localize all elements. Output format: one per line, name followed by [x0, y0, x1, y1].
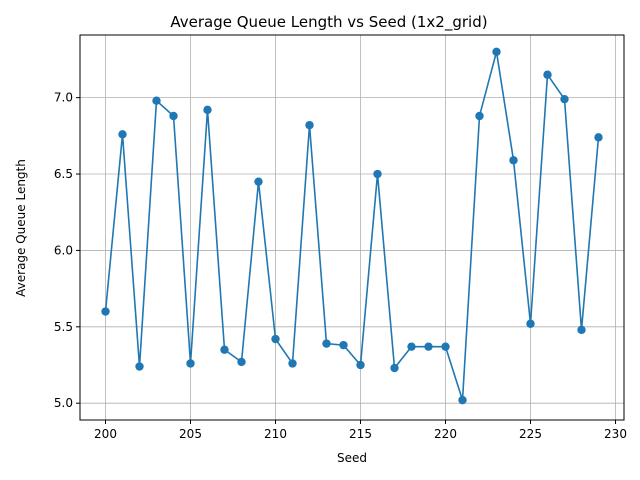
data-point — [288, 359, 297, 368]
data-point — [475, 111, 484, 121]
x-tick-label: 200 — [94, 427, 117, 441]
data-point — [152, 96, 161, 105]
data-point — [322, 339, 331, 348]
data-point — [543, 70, 552, 79]
data-point — [560, 94, 569, 104]
plot-frame — [79, 34, 625, 421]
data-point — [220, 345, 229, 354]
x-tick-label: 210 — [264, 427, 287, 441]
y-tick-label: 6.0 — [54, 243, 73, 257]
data-point — [356, 360, 365, 370]
data-point — [101, 307, 110, 316]
x-tick-label: 230 — [604, 427, 627, 441]
x-tick-label: 225 — [519, 427, 542, 441]
data-point — [458, 395, 467, 405]
x-tick-label: 220 — [434, 427, 457, 441]
data-point — [118, 130, 127, 139]
data-point — [254, 177, 263, 186]
data-point — [526, 319, 535, 328]
y-axis-label: Average Queue Length — [14, 159, 28, 297]
data-point — [135, 362, 144, 371]
data-point — [390, 363, 399, 373]
data-point — [339, 340, 348, 350]
data-point — [509, 156, 518, 165]
data-point — [424, 342, 433, 351]
data-point — [305, 120, 314, 130]
data-point — [594, 133, 603, 142]
series-layer — [101, 47, 603, 405]
data-point — [407, 342, 416, 351]
data-point — [237, 357, 246, 367]
y-tick-label: 5.0 — [54, 396, 73, 410]
y-tick-label: 6.5 — [54, 167, 73, 181]
data-point — [577, 325, 586, 335]
tick-layer: 200 205 210 215 220 225 230 5.0 5.5 6.0 6.5 7.0 — [54, 91, 627, 441]
grid-layer — [80, 35, 624, 420]
data-point — [186, 359, 195, 368]
data-point — [271, 334, 280, 344]
chart-title: Average Queue Length vs Seed (1x2_grid) — [170, 13, 487, 32]
x-axis-label: Seed — [337, 451, 367, 465]
data-point — [492, 47, 501, 57]
data-point — [203, 105, 212, 115]
x-tick-label: 205 — [179, 427, 202, 441]
series-line — [104, 51, 600, 401]
data-point — [169, 111, 178, 121]
y-tick-label: 5.5 — [54, 320, 73, 334]
x-tick-label: 215 — [349, 427, 372, 441]
data-point — [373, 169, 382, 179]
y-tick-label: 7.0 — [54, 91, 73, 105]
data-point — [441, 342, 450, 351]
